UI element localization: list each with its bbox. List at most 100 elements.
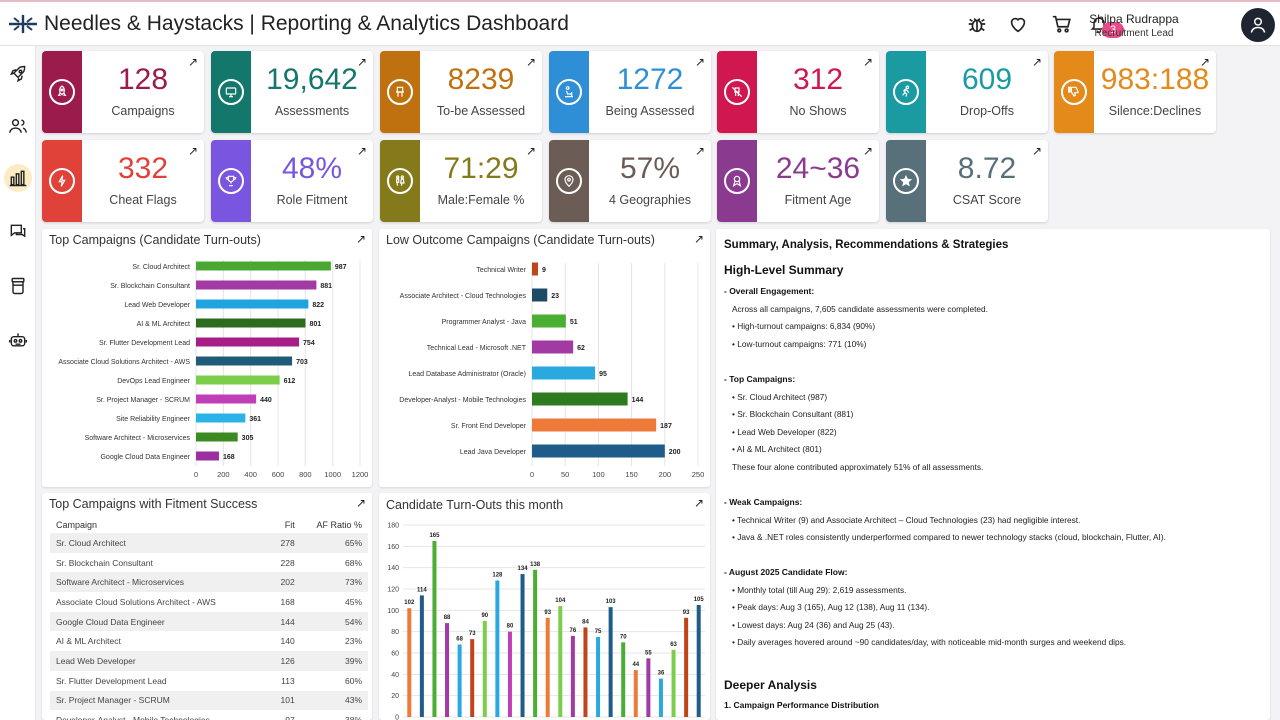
bar[interactable] [196, 318, 306, 328]
heart-icon[interactable] [1005, 11, 1031, 37]
expand-icon[interactable]: ↗ [1031, 144, 1042, 158]
notification-badge[interactable]: 3 [1102, 22, 1124, 38]
bar[interactable] [621, 642, 626, 717]
bar[interactable] [684, 617, 689, 717]
expand-icon[interactable]: ↗ [862, 144, 873, 158]
table-row[interactable]: Software Architect - Microservices 202 73% [50, 572, 368, 593]
bar[interactable] [646, 658, 651, 717]
table-row[interactable]: Sr. Flutter Development Lead 113 60% [50, 671, 368, 691]
bar[interactable] [445, 623, 450, 717]
table-row[interactable]: Developer-Analyst - Mobile Technologies9… [50, 710, 368, 720]
expand-icon[interactable]: ↗ [693, 232, 704, 246]
bar[interactable] [196, 337, 300, 347]
table-row[interactable]: Associate Cloud Solutions Architect - AW… [50, 592, 368, 612]
bar[interactable] [532, 340, 574, 354]
kpi-card-being-assessed[interactable]: 1272 Being Assessed ↗ [549, 51, 711, 133]
bar[interactable] [407, 608, 412, 717]
avatar[interactable] [1241, 8, 1275, 42]
bar[interactable] [507, 631, 512, 717]
bar[interactable] [633, 670, 638, 717]
column-header[interactable]: Campaign [56, 520, 98, 530]
bar[interactable] [482, 621, 487, 717]
kpi-card-to-be-assessed[interactable]: 8239 To-be Assessed ↗ [380, 51, 542, 133]
bar[interactable] [196, 413, 246, 423]
bar[interactable] [196, 356, 293, 366]
expand-icon[interactable]: ↗ [356, 144, 367, 158]
kpi-card-cheat-flags[interactable]: 332 Cheat Flags ↗ [42, 140, 204, 222]
x-tick-label: 50 [561, 470, 569, 479]
table-row[interactable]: AI & ML Architect 140 23% [50, 631, 368, 651]
expand-icon[interactable]: ↗ [693, 496, 704, 510]
subheading: 1. Campaign Performance Distribution [724, 700, 879, 710]
sidebar-item-archive[interactable] [4, 272, 32, 300]
expand-icon[interactable]: ↗ [356, 55, 367, 69]
kpi-card-fitment-age[interactable]: 24~36 Fitment Age ↗ [717, 140, 879, 222]
kpi-card-male-female-[interactable]: 71:29 Male:Female % ↗ [380, 140, 542, 222]
bar[interactable] [457, 644, 462, 717]
sidebar-item-analytics[interactable] [4, 164, 32, 192]
sidebar-item-messages[interactable] [4, 218, 32, 246]
sidebar-item-bot[interactable] [4, 326, 32, 354]
kpi-card-csat-score[interactable]: 8.72 CSAT Score ↗ [886, 140, 1048, 222]
column-header[interactable]: AF Ratio % [316, 520, 362, 530]
bar[interactable] [532, 418, 657, 432]
bar[interactable] [532, 262, 538, 276]
kpi-card-silence-declines[interactable]: 983:188 Silence:Declines ↗ [1054, 51, 1216, 133]
bar[interactable] [545, 617, 550, 717]
sidebar-item-users[interactable] [4, 112, 32, 140]
kpi-card-campaigns[interactable]: 128 Campaigns ↗ [42, 51, 204, 133]
expand-icon[interactable]: ↗ [525, 144, 536, 158]
chair-icon [387, 79, 413, 105]
expand-icon[interactable]: ↗ [862, 55, 873, 69]
bar[interactable] [196, 394, 257, 404]
table-row[interactable]: Sr. Project Manager - SCRUM 101 43% [50, 690, 368, 711]
bar[interactable] [532, 366, 596, 380]
bar[interactable] [696, 605, 701, 717]
bar[interactable] [419, 595, 424, 717]
expand-icon[interactable]: ↗ [187, 144, 198, 158]
table-row[interactable]: Google Cloud Data Engineer 144 54% [50, 611, 368, 632]
expand-icon[interactable]: ↗ [694, 55, 705, 69]
bar[interactable] [533, 569, 538, 717]
bar[interactable] [432, 541, 437, 717]
bar[interactable] [196, 375, 280, 385]
bar[interactable] [558, 606, 563, 717]
bar[interactable] [520, 574, 525, 717]
table-row[interactable]: Sr. Cloud Architect 278 65% [50, 533, 368, 553]
bar[interactable] [658, 678, 663, 717]
table-row[interactable]: Lead Web Developer 126 39% [50, 651, 368, 671]
expand-icon[interactable]: ↗ [525, 55, 536, 69]
kpi-card-drop-offs[interactable]: 609 Drop-Offs ↗ [886, 51, 1048, 133]
table-row[interactable]: Sr. Blockchain Consultant 228 68% [50, 553, 368, 573]
expand-icon[interactable]: ↗ [355, 232, 366, 246]
column-header[interactable]: Fit [284, 520, 295, 530]
bar[interactable] [608, 607, 613, 717]
kpi-card-4-geographies[interactable]: 57% 4 Geographies ↗ [549, 140, 711, 222]
bar[interactable] [495, 580, 500, 717]
kpi-card-assessments[interactable]: 19,642 Assessments ↗ [211, 51, 373, 133]
bar[interactable] [196, 299, 309, 309]
bug-icon[interactable] [964, 11, 990, 37]
expand-icon[interactable]: ↗ [187, 55, 198, 69]
expand-icon[interactable]: ↗ [694, 144, 705, 158]
kpi-card-role-fitment[interactable]: 48% Role Fitment ↗ [211, 140, 373, 222]
bar[interactable] [532, 314, 566, 328]
sidebar-item-campaigns[interactable] [4, 60, 32, 88]
bar[interactable] [532, 288, 548, 302]
cart-icon[interactable] [1049, 11, 1075, 37]
bar[interactable] [532, 444, 665, 458]
bar[interactable] [596, 637, 601, 717]
bar[interactable] [470, 639, 475, 717]
bar[interactable] [196, 261, 331, 271]
expand-icon[interactable]: ↗ [1031, 55, 1042, 69]
bar[interactable] [570, 635, 575, 717]
bar[interactable] [532, 392, 628, 406]
expand-icon[interactable]: ↗ [355, 496, 366, 510]
bar[interactable] [196, 451, 219, 461]
bar[interactable] [196, 280, 317, 290]
bar[interactable] [583, 627, 588, 717]
expand-icon[interactable]: ↗ [1199, 55, 1210, 69]
bar[interactable] [196, 432, 238, 442]
bar[interactable] [671, 649, 676, 717]
kpi-card-no-shows[interactable]: 312 No Shows ↗ [717, 51, 879, 133]
